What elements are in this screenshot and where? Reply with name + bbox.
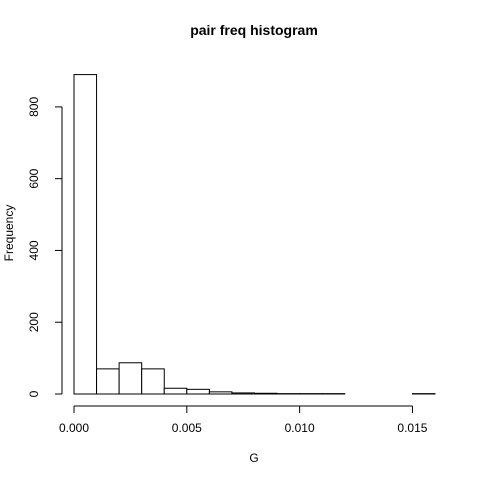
histogram-bar — [163, 387, 188, 395]
histogram-bar — [186, 388, 210, 395]
y-tick-label: 400 — [27, 240, 41, 260]
x-axis-label: G — [249, 451, 258, 465]
histogram-bar — [208, 391, 233, 395]
y-tick-label: 200 — [27, 312, 41, 332]
y-tick-label: 0 — [27, 390, 41, 397]
histogram-bar — [141, 368, 165, 395]
x-tick-label: 0.000 — [59, 421, 89, 435]
histogram-bar — [254, 392, 278, 395]
x-tick-label: 0.010 — [285, 421, 315, 435]
y-axis-label: Frequency — [2, 205, 16, 262]
histogram-bar — [96, 368, 120, 395]
bars-group — [73, 74, 436, 395]
histogram-bar — [118, 362, 143, 395]
x-tick-label: 0.015 — [397, 421, 427, 435]
x-axis: 0.000 0.005 0.010 0.015 — [59, 405, 428, 435]
histogram-bar — [231, 392, 255, 395]
chart-title: pair freq histogram — [190, 22, 318, 38]
histogram-bar — [73, 74, 98, 395]
y-tick-label: 600 — [27, 168, 41, 188]
y-tick-label: 800 — [27, 97, 41, 117]
y-axis: 0 200 400 600 800 — [27, 97, 63, 397]
x-tick-label: 0.005 — [172, 421, 202, 435]
